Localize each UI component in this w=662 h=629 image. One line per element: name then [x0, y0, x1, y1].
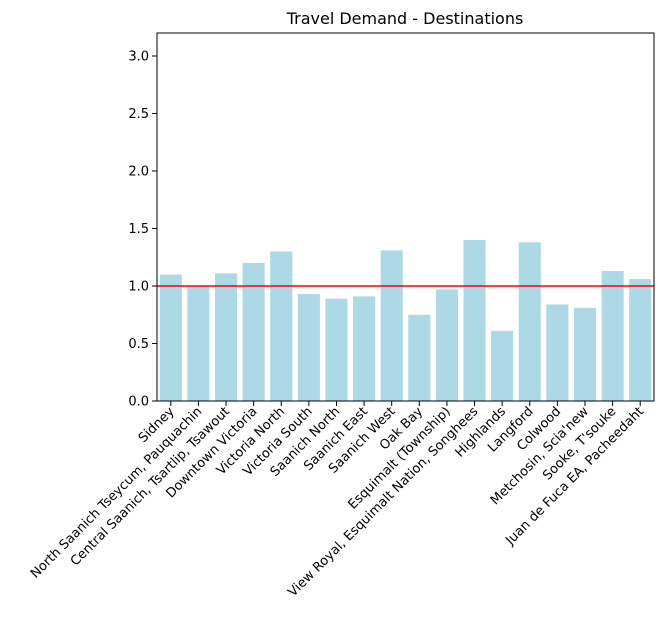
- bar: [491, 330, 514, 401]
- bar: [297, 294, 320, 401]
- y-tick-label: 0.0: [128, 395, 149, 410]
- plot-frame: [156, 32, 655, 402]
- chart-title: Travel Demand - Destinations: [286, 9, 524, 28]
- bar: [546, 304, 569, 401]
- bar: [435, 289, 458, 401]
- bar-series: [159, 240, 652, 401]
- bar: [408, 314, 431, 401]
- y-tick-label: 1.0: [128, 280, 149, 295]
- bar: [380, 250, 403, 401]
- y-tick-label: 3.0: [128, 50, 149, 65]
- bar: [242, 263, 265, 401]
- bar: [187, 286, 210, 401]
- y-tick-label: 2.5: [128, 107, 149, 122]
- y-axis: 0.0 0.5 1.0 1.5 2.0 2.5 3.0: [128, 50, 157, 410]
- y-tick-label: 2.0: [128, 165, 149, 180]
- y-tick-label: 0.5: [128, 337, 149, 352]
- bar: [629, 279, 652, 401]
- bar: [214, 273, 238, 401]
- bar: [573, 307, 597, 401]
- bar: [518, 242, 541, 401]
- bar: [270, 251, 293, 401]
- bar: [601, 271, 624, 401]
- bar: [353, 296, 376, 401]
- y-tick-label: 1.5: [128, 222, 149, 237]
- bar: [463, 240, 486, 401]
- bar: [325, 298, 348, 401]
- bar: [159, 274, 182, 401]
